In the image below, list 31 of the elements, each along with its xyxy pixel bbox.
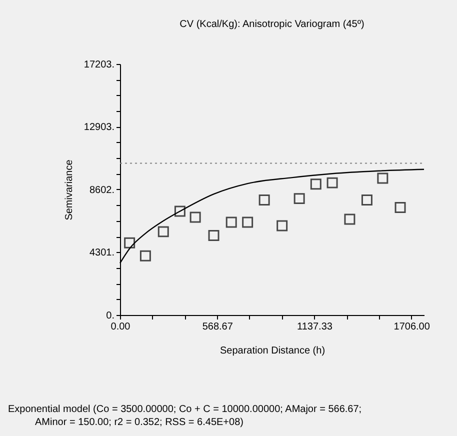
point bbox=[258, 194, 270, 206]
y-tick-label: 0. bbox=[106, 310, 114, 322]
x-tick-label: 1706.00 bbox=[394, 322, 430, 332]
y-tick-label: 17203. bbox=[84, 60, 114, 70]
point bbox=[242, 216, 254, 228]
point bbox=[158, 226, 169, 238]
x-tick-label: 568.67 bbox=[202, 322, 234, 332]
x-tick-label: 0.00 bbox=[110, 322, 131, 332]
point bbox=[124, 237, 136, 248]
point bbox=[174, 206, 186, 217]
point bbox=[344, 214, 356, 225]
point bbox=[294, 193, 305, 204]
point bbox=[394, 202, 406, 213]
point bbox=[326, 177, 338, 188]
point bbox=[276, 220, 288, 232]
y-tick-label: 4301. bbox=[89, 248, 114, 259]
y-tick-label: 12903. bbox=[84, 122, 114, 134]
point bbox=[361, 194, 372, 206]
y-tick-label: 8602. bbox=[89, 184, 114, 196]
point bbox=[310, 178, 322, 190]
text: AMinor = 150.00; r2 = 0.352; RSS = 6.45E+08) bbox=[35, 417, 244, 428]
point bbox=[140, 250, 151, 262]
point bbox=[190, 212, 201, 223]
point bbox=[226, 216, 237, 228]
y-axis-title: Semivariance bbox=[64, 159, 75, 220]
chart-title: CV (Kcal/Kg): Anisotropic Variogram (45º) bbox=[180, 19, 364, 30]
x-axis-title: Separation Distance (h) bbox=[220, 346, 326, 356]
x-tick-label: 1137.33 bbox=[297, 322, 333, 332]
text: Exponential model (Co = 3500.00000; Co + C = 10000.00000; AMajor = 566.67; bbox=[8, 404, 362, 415]
point bbox=[377, 172, 388, 184]
point bbox=[208, 230, 220, 241]
